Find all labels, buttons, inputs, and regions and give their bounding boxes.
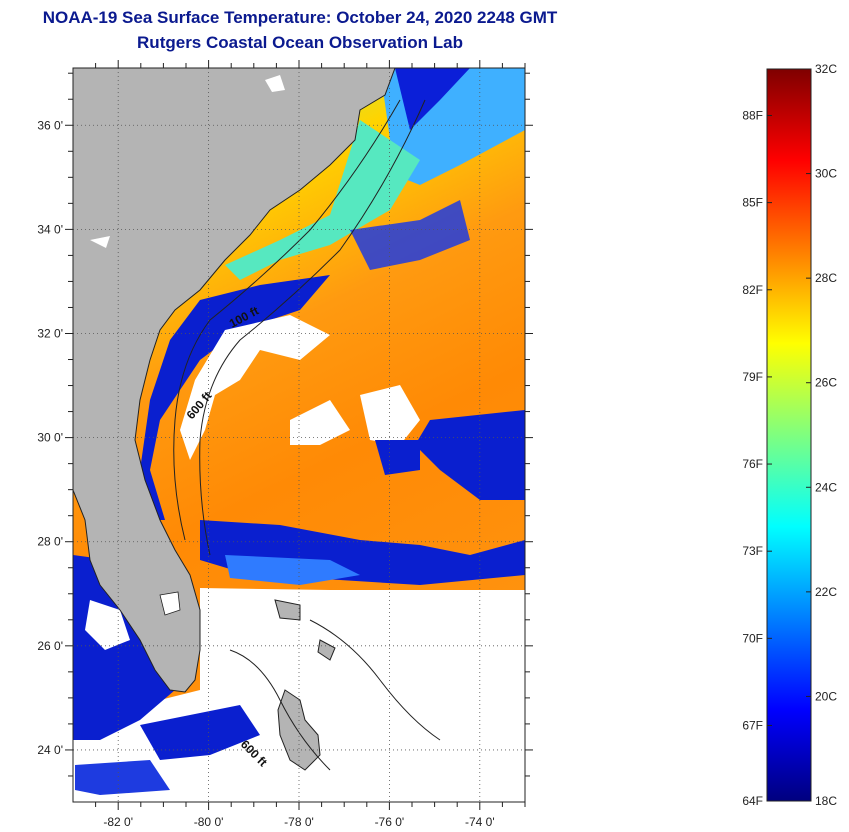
colorbar-fahrenheit-label: 79F <box>742 370 763 384</box>
axis-tick-marks <box>65 60 533 810</box>
colorbar-fahrenheit-label: 73F <box>742 544 763 558</box>
lat-tick-label: 28 0' <box>37 535 63 549</box>
isobath-bank-2 <box>309 619 441 741</box>
cloud-patch-2 <box>290 400 350 445</box>
land-grand-bahama <box>274 599 301 621</box>
lake-north <box>265 75 285 92</box>
map-title: NOAA-19 Sea Surface Temperature: October… <box>42 8 558 27</box>
lon-tick-label: -78 0' <box>284 815 314 829</box>
lat-tick-label: 26 0' <box>37 639 63 653</box>
sst-map: 100 ft 600 ft 600 ft <box>73 68 525 802</box>
southwest-cold-water <box>75 760 170 795</box>
colorbar-fahrenheit-label: 85F <box>742 196 763 210</box>
southern-cool-band <box>225 555 360 585</box>
lon-tick-label: -74 0' <box>465 815 495 829</box>
colorbar-fahrenheit-label: 67F <box>742 718 763 732</box>
colorbar-celsius-labels: 32C 30C 28C 26C 24C 22C 20C 18C <box>815 62 837 808</box>
colorbar-celsius-label: 24C <box>815 480 837 494</box>
colorbar-celsius-label: 22C <box>815 585 837 599</box>
cool-patch-offshore <box>350 200 470 270</box>
land-abaco <box>317 639 336 661</box>
isobath-100ft <box>173 99 401 541</box>
colorbar-ticks <box>767 68 811 802</box>
colorbar-fahrenheit-label: 76F <box>742 457 763 471</box>
lon-tick-label: -76 0' <box>375 815 405 829</box>
isobath-bank <box>229 649 331 771</box>
lon-tick-label: -80 0' <box>194 815 224 829</box>
coastal-cold-band <box>140 275 330 520</box>
lat-tick-label: 30 0' <box>37 431 63 445</box>
latitude-labels: 36 0' 34 0' 32 0' 30 0' 28 0' 26 0' 24 0' <box>37 118 63 757</box>
cold-water-north <box>395 68 470 130</box>
cloud-patch-3 <box>360 385 420 445</box>
lake-west <box>90 236 110 248</box>
graticule <box>73 68 525 802</box>
cold-patch-east <box>415 410 525 500</box>
isobath-600ft <box>199 99 426 556</box>
map-subtitle: Rutgers Coastal Ocean Observation Lab <box>137 33 463 52</box>
colorbar <box>766 68 812 802</box>
colorbar-celsius-label: 18C <box>815 794 837 808</box>
lat-tick-label: 24 0' <box>37 743 63 757</box>
coastal-cool-band <box>225 120 420 280</box>
lat-tick-label: 34 0' <box>37 222 63 236</box>
colorbar-celsius-label: 26C <box>815 376 837 390</box>
colorbar-celsius-label: 32C <box>815 62 837 76</box>
lat-tick-label: 36 0' <box>37 118 63 132</box>
longitude-labels: -82 0' -80 0' -78 0' -76 0' -74 0' <box>103 815 494 829</box>
gulf-cloud <box>85 600 130 650</box>
lat-tick-label: 32 0' <box>37 326 63 340</box>
gulf-cold-water <box>73 555 175 740</box>
colorbar-fahrenheit-label: 82F <box>742 283 763 297</box>
colorbar-celsius-label: 28C <box>815 271 837 285</box>
cold-patch-center <box>375 440 420 475</box>
keys-cold-water <box>140 705 260 760</box>
colorbar-fahrenheit-label: 70F <box>742 631 763 645</box>
colorbar-fahrenheit-labels: 88F 85F 82F 79F 76F 73F 70F 67F 64F <box>742 108 763 808</box>
land-us-southeast <box>73 68 396 693</box>
lon-tick-label: -82 0' <box>103 815 133 829</box>
lake-okeechobee <box>159 591 181 616</box>
colorbar-celsius-label: 30C <box>815 167 837 181</box>
colorbar-fahrenheit-label: 64F <box>742 794 763 808</box>
colorbar-fahrenheit-label: 88F <box>742 108 763 122</box>
cloud-patch-1 <box>180 315 330 460</box>
colorbar-celsius-label: 20C <box>815 689 837 703</box>
